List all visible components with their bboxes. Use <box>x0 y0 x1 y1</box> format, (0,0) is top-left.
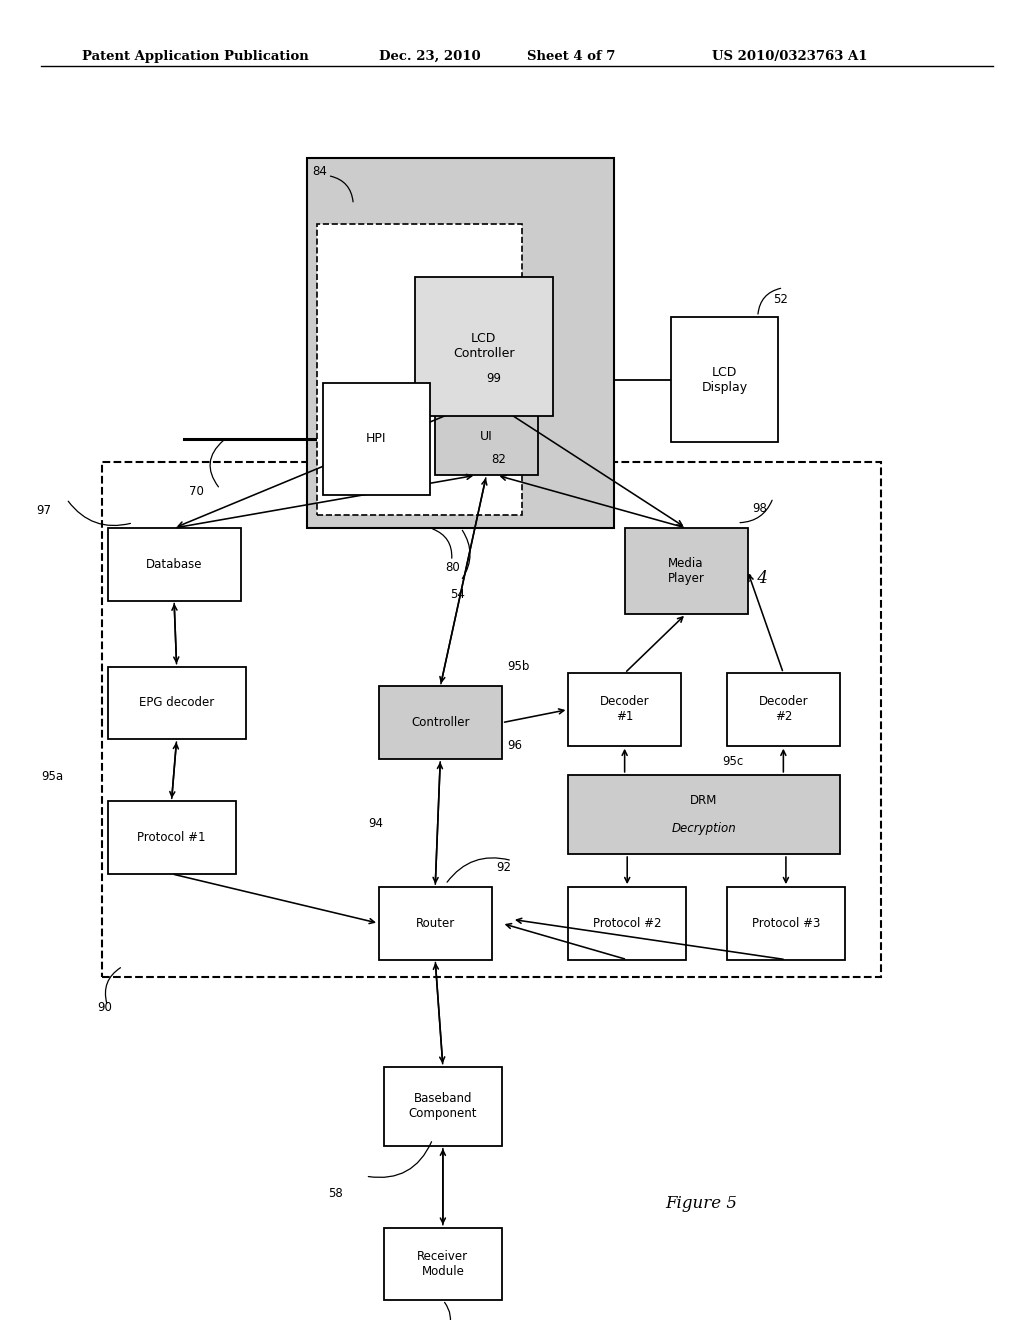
Text: Protocol #1: Protocol #1 <box>137 832 206 843</box>
Text: Controller: Controller <box>411 717 470 729</box>
Bar <box>102 462 881 977</box>
Text: 82: 82 <box>490 453 506 466</box>
Text: 52: 52 <box>773 293 788 306</box>
Bar <box>384 1228 502 1300</box>
Text: 96: 96 <box>507 739 522 752</box>
Text: 94: 94 <box>369 817 384 829</box>
Text: Patent Application Publication: Patent Application Publication <box>82 50 308 63</box>
Text: UI: UI <box>480 430 493 444</box>
Text: 97: 97 <box>36 504 51 517</box>
Bar <box>323 383 430 495</box>
Text: 95a: 95a <box>41 771 63 783</box>
Bar <box>568 775 840 854</box>
Text: LCD
Display: LCD Display <box>701 366 748 393</box>
Bar <box>307 158 614 528</box>
Text: 54: 54 <box>451 587 466 601</box>
Text: Figure 5: Figure 5 <box>666 1195 737 1212</box>
Text: Receiver
Module: Receiver Module <box>418 1250 468 1278</box>
Text: 70: 70 <box>189 486 205 499</box>
Text: 84: 84 <box>312 165 328 178</box>
Bar <box>379 887 492 960</box>
Text: Protocol #3: Protocol #3 <box>752 917 820 929</box>
Text: Database: Database <box>145 558 203 570</box>
Bar <box>727 673 840 746</box>
Bar <box>625 528 748 614</box>
Text: Decryption: Decryption <box>672 822 736 836</box>
Text: EPG decoder: EPG decoder <box>139 697 214 709</box>
Text: Decoder
#1: Decoder #1 <box>600 696 649 723</box>
Bar <box>568 673 681 746</box>
Text: US 2010/0323763 A1: US 2010/0323763 A1 <box>712 50 867 63</box>
Bar <box>317 224 522 515</box>
Text: Media
Player: Media Player <box>668 557 705 585</box>
Text: Router: Router <box>416 917 455 929</box>
Text: Sheet 4 of 7: Sheet 4 of 7 <box>527 50 615 63</box>
Text: 99: 99 <box>486 372 502 385</box>
Text: Figure 4: Figure 4 <box>696 570 768 587</box>
Text: 95b: 95b <box>507 660 529 673</box>
Text: Baseband
Component: Baseband Component <box>409 1092 477 1121</box>
Text: HPI: HPI <box>366 433 387 445</box>
Text: 58: 58 <box>328 1187 342 1200</box>
Bar <box>108 528 241 601</box>
Bar <box>727 887 845 960</box>
Bar <box>415 277 553 416</box>
Bar <box>435 399 538 475</box>
Text: Decoder
#2: Decoder #2 <box>759 696 808 723</box>
Bar <box>108 667 246 739</box>
Bar <box>379 686 502 759</box>
Text: 90: 90 <box>97 1001 113 1014</box>
Bar <box>568 887 686 960</box>
Bar <box>671 317 778 442</box>
Bar <box>108 801 236 874</box>
Text: DRM: DRM <box>690 793 718 807</box>
Text: 80: 80 <box>445 561 460 574</box>
Text: Dec. 23, 2010: Dec. 23, 2010 <box>379 50 480 63</box>
Text: 98: 98 <box>753 502 768 515</box>
Text: 95c: 95c <box>722 755 743 768</box>
Text: LCD
Controller: LCD Controller <box>453 333 515 360</box>
Text: 92: 92 <box>497 861 512 874</box>
Bar <box>384 1067 502 1146</box>
Text: Protocol #2: Protocol #2 <box>593 917 662 929</box>
